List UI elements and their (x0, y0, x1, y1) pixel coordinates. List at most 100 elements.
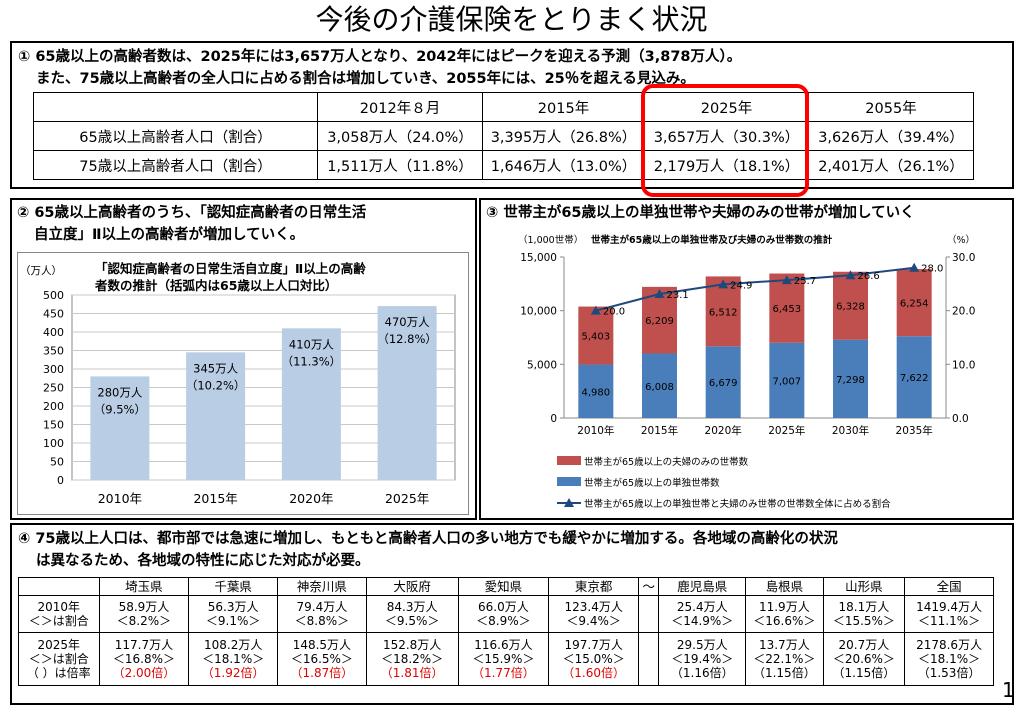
cell-line: ＜9.5%＞ (384, 614, 440, 628)
ratio-value-label: 25.7 (794, 276, 816, 287)
cell-line: ＜18.1%＞ (918, 652, 981, 666)
x-tick-label: 2015年 (193, 491, 237, 506)
regional-table-header-cell: 愛知県 (457, 577, 550, 596)
x-tick-label: 2035年 (896, 424, 933, 437)
cell-line: 1419.4万人 (916, 600, 983, 614)
y-tick-label: 150 (43, 419, 64, 432)
bar-label-pct: （9.5%） (94, 402, 146, 416)
cell-line: ＜8.2%＞ (116, 614, 172, 628)
single-value-label: 4,980 (582, 387, 611, 398)
section4-heading-line1: ④ 75歳以上人口は、都市部では急速に増加し、もともと高齢者人口の多い地方でも緩… (18, 531, 838, 547)
bar-single-household (642, 353, 677, 418)
bar-single-household (705, 346, 741, 418)
row-label-line: 2025年 (37, 638, 81, 652)
y-tick-label: 250 (43, 382, 64, 395)
chart2-unit-right: （%） (947, 234, 975, 246)
cell-line: ＜15.5%＞ (832, 614, 895, 628)
regional-table-cell: 148.5万人 ＜16.5%＞ （1.87倍） (277, 632, 367, 686)
bar-single-household (896, 336, 932, 418)
ratio-marker (590, 305, 601, 315)
couple-value-label: 6,328 (836, 302, 865, 313)
bar (90, 376, 150, 480)
section2-heading-line1: ② 65歳以上高齢者のうち、「認知症高齢者の日常生活 (17, 205, 367, 221)
single-value-label: 7,298 (836, 375, 865, 386)
regional-table-header-cell: 神奈川県 (277, 577, 367, 596)
highlight-2025-column (641, 84, 809, 197)
row-label-2025: 2025年 ＜＞は割合（ ）は倍率 (18, 632, 100, 686)
regional-table-cell (638, 595, 660, 633)
regional-table-header-cell: 大阪府 (365, 577, 459, 596)
single-value-label: 6,679 (709, 378, 738, 389)
cell-line: （1.87倍） (290, 666, 354, 680)
bar-single-household (769, 342, 805, 418)
cell-line: 117.7万人 (114, 638, 174, 652)
regional-table-cell: 18.1万人 ＜15.5%＞ (822, 595, 906, 633)
x-tick-label: 2015年 (641, 424, 678, 437)
ratio-marker (845, 270, 856, 280)
ratio-value-label: 24.9 (730, 280, 752, 291)
population-table-cell: 2,401万人（26.1%） (808, 150, 974, 180)
ratio-value-label: 28.0 (921, 264, 943, 275)
x-tick-label: 2010年 (98, 491, 142, 506)
population-table: 2012年８月 2015年 2025年 2055年 65歳以上高齢者人口（割合） 3,05… (33, 92, 974, 180)
chart2-title: 世帯主が65歳以上の単独世帯及び夫婦のみ世帯数の推計 (591, 234, 833, 246)
bar-label-pct: （10.2%） (186, 378, 246, 392)
x-tick-label: 2025年 (385, 491, 429, 506)
y-left-tick-label: 10,000 (520, 306, 557, 318)
cell-line: （1.16倍） (670, 666, 734, 680)
cell-line: 11.9万人 (758, 600, 810, 614)
regional-table-cell: 11.9万人 ＜16.6%＞ (745, 595, 824, 633)
regional-table-header-cell: 〜 (638, 577, 660, 596)
population-table-cell: 3,058万人（24.0%） (317, 121, 483, 151)
cell-line: （1.77倍） (472, 666, 535, 680)
x-tick-label: 2030年 (832, 424, 869, 437)
bar-label: 470万人 (385, 315, 430, 329)
regional-table-cell: 197.7万人 ＜15.0%＞ （1.60倍） (548, 632, 640, 686)
section3-panel (479, 198, 1014, 520)
bar (186, 352, 246, 480)
cell-line: （1.81倍） (380, 666, 444, 680)
cell-line: ＜16.5%＞ (290, 652, 353, 666)
bar-label: 280万人 (97, 385, 142, 399)
dementia-chart: 0 50 100 150 200 250 300 350 400 450 500 （万人） 「認知症高齢… (20, 261, 456, 506)
row-label-line: ＜＞は割合 (28, 614, 89, 628)
cell-line: ＜14.9%＞ (671, 614, 734, 628)
cell-line: （1.15倍） (752, 666, 816, 680)
bar (281, 328, 341, 480)
cell-line: ＜15.0%＞ (562, 652, 625, 666)
regional-table-cell: 20.7万人 ＜20.6%＞ （1.15倍） (822, 632, 906, 686)
section2-heading-line2: 自立度」Ⅱ以上の高齢者が増加していく。 (34, 227, 305, 243)
population-table-cell: 3,657万人（30.3%） (644, 121, 809, 151)
dementia-chart-frame (17, 252, 469, 515)
bar-couple-household (833, 271, 868, 340)
bar-label: 345万人 (193, 361, 238, 375)
cell-line: ＜9.4%＞ (566, 614, 621, 628)
page-title: 今後の介護保険をとりまく状況 (315, 3, 708, 36)
y-tick-label: 300 (43, 363, 64, 376)
regional-table-row-2010: 2010年 ＜＞は割合 58.9万人 ＜8.2%＞ 56.3万人 ＜9.1%＞ 79.4万人… (18, 595, 994, 633)
x-tick-label: 2025年 (768, 424, 805, 437)
regional-table-cell: 13.7万人 ＜22.1%＞ （1.15倍） (745, 632, 824, 686)
bar-single-household (833, 339, 868, 418)
couple-value-label: 6,209 (645, 316, 674, 327)
population-table-cell: 3,395万人（26.8%） (482, 121, 645, 151)
regional-table-cell: 79.4万人 ＜8.8%＞ (277, 595, 367, 633)
legend-marker (564, 498, 574, 507)
section4-heading-line2: は異なるため、各地域の特性に応じた対応が必要。 (36, 553, 370, 569)
cell-line: 25.4万人 (676, 600, 728, 614)
cell-line: 116.6万人 (474, 638, 533, 652)
cell-line: ＜16.8%＞ (112, 652, 175, 666)
cell-line: 152.8万人 (382, 638, 442, 652)
cell-line: 108.2万人 (203, 638, 263, 652)
y-left-tick-label: 5,000 (527, 359, 557, 371)
population-table-cell: 3,626万人（39.4%） (808, 121, 974, 151)
cell-line: ＜11.1%＞ (918, 614, 981, 628)
row-label-line: ＜＞は割合 (28, 652, 89, 666)
population-table-header-cell: 2012年８月 (317, 92, 483, 122)
ratio-marker (781, 275, 792, 285)
regional-table-header-cell (18, 577, 100, 596)
cell-line: ＜22.1%＞ (753, 652, 816, 666)
chart1-title-line2: 者数の推計（括弧内は65歳以上人口対比） (94, 278, 337, 293)
legend-swatch (557, 477, 581, 486)
legend-swatch (557, 456, 581, 465)
